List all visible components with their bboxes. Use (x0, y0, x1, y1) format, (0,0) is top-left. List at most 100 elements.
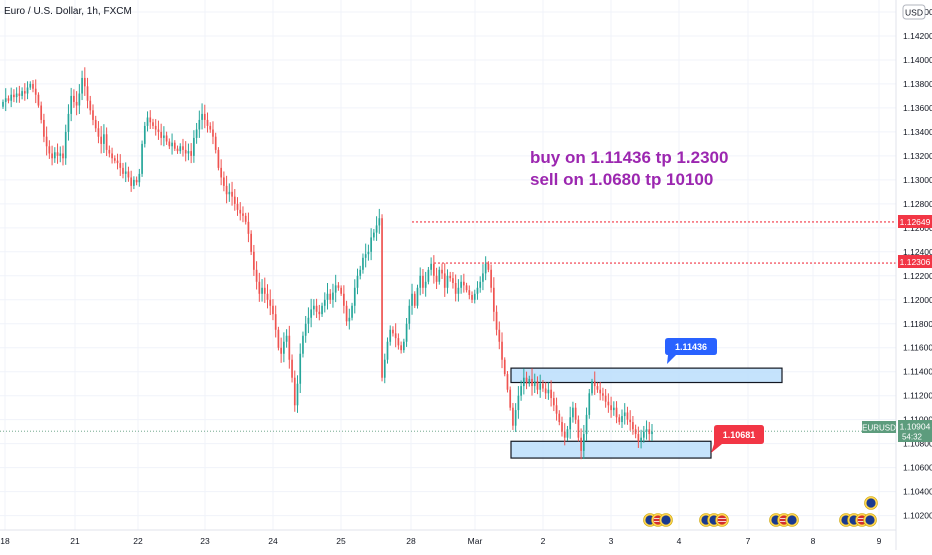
x-tick-label: 3 (609, 536, 614, 546)
candle (133, 176, 135, 190)
y-tick-label: 1.12400 (903, 247, 932, 257)
y-tick-label: 1.10200 (903, 511, 932, 521)
candle (212, 121, 214, 145)
upper-zone-label: 1.11436 (675, 342, 707, 352)
candle (146, 111, 149, 132)
flag-eu-icon[interactable] (863, 513, 877, 527)
candle (362, 253, 364, 274)
candle (242, 206, 244, 223)
candle (315, 298, 318, 319)
flag-us-icon[interactable] (715, 513, 729, 527)
candle (266, 284, 269, 309)
candle (67, 104, 70, 141)
candle (544, 382, 547, 399)
y-tick-label: 1.13800 (903, 79, 932, 89)
candle (291, 354, 293, 383)
x-tick-label: 4 (677, 536, 682, 546)
horizontal-levels (0, 221, 896, 432)
candle (615, 401, 618, 424)
flag-eu-icon[interactable] (864, 496, 878, 510)
candle (468, 285, 471, 300)
candle (588, 388, 591, 419)
candle (430, 257, 432, 276)
y-tick-label: 1.13400 (903, 127, 932, 137)
lower-zone-box[interactable] (510, 440, 712, 459)
candle (651, 424, 653, 441)
x-tick-label: 22 (133, 536, 143, 546)
candle (525, 371, 528, 390)
candle (392, 326, 394, 337)
flag-eu-icon[interactable] (785, 513, 799, 527)
candle (40, 101, 43, 124)
candle (364, 243, 367, 268)
candle (405, 318, 408, 347)
candle (503, 357, 506, 377)
x-tick-label: 8 (811, 536, 816, 546)
candle (637, 426, 640, 448)
candle (550, 380, 552, 407)
upper-zone-callout[interactable]: 1.11436 (665, 338, 717, 364)
candle (258, 272, 261, 302)
candle (73, 89, 75, 108)
candle (299, 343, 302, 394)
candle (10, 87, 13, 108)
candle (460, 275, 462, 294)
candle (171, 133, 173, 155)
candle (457, 279, 460, 302)
flag-eu-icon[interactable] (659, 513, 673, 527)
candle (580, 428, 582, 460)
candle (64, 124, 67, 165)
candle (2, 99, 4, 109)
candle (574, 403, 577, 424)
candle (97, 121, 100, 144)
candle (566, 425, 569, 441)
economic-events[interactable] (643, 496, 878, 527)
x-tick-label: 2 (541, 536, 546, 546)
candle (201, 103, 203, 130)
candle (452, 271, 454, 289)
candle (482, 264, 484, 291)
candle (449, 271, 452, 282)
candle (173, 140, 176, 151)
lower-zone-callout[interactable]: 1.10681 (711, 425, 764, 453)
candle (7, 95, 10, 104)
candle (416, 284, 419, 309)
candle (239, 202, 242, 221)
candle (43, 113, 45, 143)
candle (359, 265, 362, 280)
upper-zone-box[interactable] (510, 367, 783, 384)
candle (621, 409, 623, 428)
candle (337, 282, 340, 291)
candles (2, 67, 653, 460)
candle (15, 87, 18, 103)
candle (454, 274, 457, 302)
currency-badge[interactable]: USD (902, 4, 926, 20)
candle (563, 423, 566, 446)
candle (225, 175, 228, 204)
candle (610, 396, 612, 418)
candle (48, 140, 51, 159)
candle (154, 119, 157, 136)
candle (441, 263, 443, 279)
candle (528, 375, 531, 387)
candle (552, 391, 555, 412)
candle (135, 176, 138, 186)
candle (323, 292, 326, 313)
candle (326, 283, 329, 310)
candle (209, 122, 212, 133)
candle (272, 299, 274, 321)
candle (634, 424, 637, 439)
candle (228, 183, 231, 202)
y-tick-label: 1.10400 (903, 487, 932, 497)
candle (116, 153, 119, 170)
candle (340, 285, 342, 296)
y-tick-label: 1.11800 (903, 319, 932, 329)
y-tick-label: 1.12000 (903, 295, 932, 305)
candle (182, 138, 184, 157)
candle (255, 261, 258, 290)
candle (632, 415, 634, 435)
candle (318, 304, 321, 321)
candle (78, 84, 81, 115)
